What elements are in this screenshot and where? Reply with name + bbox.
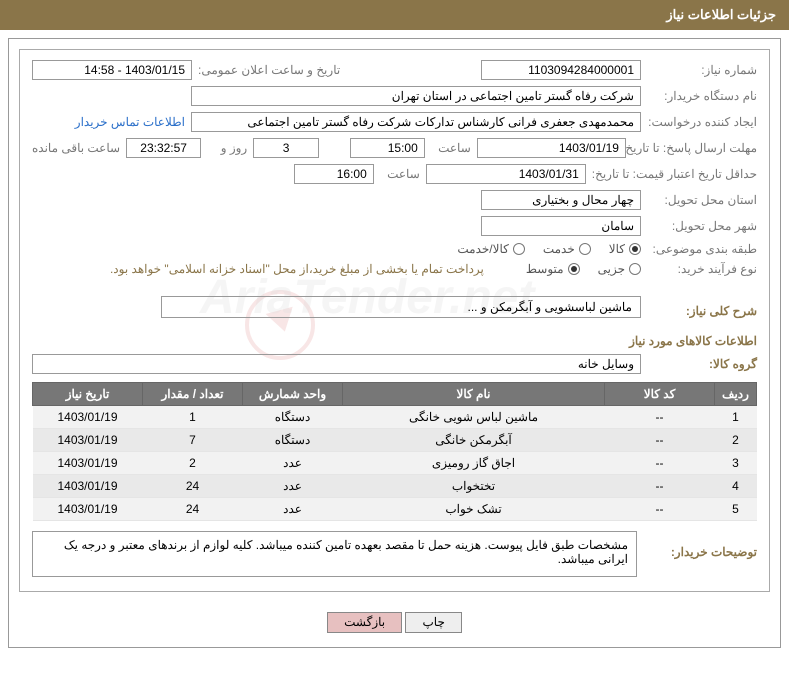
cell-name: آبگرمکن خانگی	[343, 429, 605, 452]
cell-name: تشک خواب	[343, 498, 605, 521]
cell-code: --	[605, 429, 715, 452]
cell-qty: 24	[143, 475, 243, 498]
label-requester: ایجاد کننده درخواست:	[647, 115, 757, 129]
field-days-left: 3	[253, 138, 319, 158]
label-reply-deadline: مهلت ارسال پاسخ: تا تاریخ:	[632, 141, 757, 155]
cell-unit: عدد	[243, 475, 343, 498]
back-button[interactable]: بازگشت	[327, 612, 402, 633]
radio-goods-service-label: کالا/خدمت	[457, 242, 508, 256]
cell-idx: 3	[715, 452, 757, 475]
radio-goods-label: کالا	[609, 242, 625, 256]
cell-unit: دستگاه	[243, 429, 343, 452]
cell-idx: 4	[715, 475, 757, 498]
cell-unit: دستگاه	[243, 406, 343, 429]
th-code: کد کالا	[605, 383, 715, 406]
table-row: 4--تختخوابعدد241403/01/19	[33, 475, 757, 498]
label-hour-2: ساعت	[380, 167, 420, 181]
field-requester: محمدمهدی جعفری فرانی کارشناس تدارکات شرک…	[191, 112, 641, 132]
radio-goods[interactable]	[629, 243, 641, 255]
cell-name: ماشین لباس شویی خانگی	[343, 406, 605, 429]
cell-name: اجاق گاز رومیزی	[343, 452, 605, 475]
cell-date: 1403/01/19	[33, 475, 143, 498]
radio-minor-label: جزیی	[598, 262, 625, 276]
field-buyer-org: شرکت رفاه گستر تامین اجتماعی در استان ته…	[191, 86, 641, 106]
cell-unit: عدد	[243, 498, 343, 521]
label-hour-1: ساعت	[431, 141, 471, 155]
field-announce-dt: 1403/01/15 - 14:58	[32, 60, 192, 80]
label-buyer-notes: توضیحات خریدار:	[647, 531, 757, 559]
goods-table: ردیف کد کالا نام کالا واحد شمارش تعداد /…	[32, 382, 757, 521]
label-goods-group: گروه کالا:	[647, 357, 757, 371]
radio-group-purchase: جزیی متوسط	[526, 262, 641, 276]
label-summary: شرح کلی نیاز:	[647, 304, 757, 318]
cell-code: --	[605, 475, 715, 498]
label-announce-dt: تاریخ و ساعت اعلان عمومی:	[198, 63, 340, 77]
field-price-date: 1403/01/31	[426, 164, 586, 184]
cell-idx: 2	[715, 429, 757, 452]
field-countdown: 23:32:57	[126, 138, 201, 158]
label-subject-cat: طبقه بندی موضوعی:	[647, 242, 757, 256]
field-reply-date: 1403/01/19	[477, 138, 626, 158]
th-unit: واحد شمارش	[243, 383, 343, 406]
label-days-and: روز و	[207, 141, 247, 155]
th-name: نام کالا	[343, 383, 605, 406]
field-buyer-notes: مشخصات طبق فایل پیوست. هزینه حمل تا مقصد…	[32, 531, 637, 577]
print-button[interactable]: چاپ	[405, 612, 461, 633]
label-buyer-org: نام دستگاه خریدار:	[647, 89, 757, 103]
cell-date: 1403/01/19	[33, 498, 143, 521]
cell-name: تختخواب	[343, 475, 605, 498]
radio-goods-service[interactable]	[513, 243, 525, 255]
label-price-validity: حداقل تاریخ اعتبار قیمت: تا تاریخ:	[592, 167, 757, 181]
outer-frame: شماره نیاز: 1103094284000001 تاریخ و ساع…	[8, 38, 781, 648]
field-reply-time: 15:00	[350, 138, 425, 158]
cell-unit: عدد	[243, 452, 343, 475]
field-province: چهار محال و بختیاری	[481, 190, 641, 210]
radio-medium-label: متوسط	[526, 262, 564, 276]
field-price-time: 16:00	[294, 164, 374, 184]
label-city: شهر محل تحویل:	[647, 219, 757, 233]
cell-date: 1403/01/19	[33, 452, 143, 475]
th-qty: تعداد / مقدار	[143, 383, 243, 406]
field-goods-group: وسایل خانه	[32, 354, 641, 374]
cell-qty: 1	[143, 406, 243, 429]
radio-group-subject: کالا خدمت کالا/خدمت	[457, 242, 641, 256]
button-bar: چاپ بازگشت	[9, 602, 780, 647]
table-row: 1--ماشین لباس شویی خانگیدستگاه11403/01/1…	[33, 406, 757, 429]
panel-header: جزئیات اطلاعات نیاز	[0, 0, 789, 30]
buyer-contact-link[interactable]: اطلاعات تماس خریدار	[75, 115, 185, 129]
label-need-no: شماره نیاز:	[647, 63, 757, 77]
cell-date: 1403/01/19	[33, 429, 143, 452]
cell-qty: 7	[143, 429, 243, 452]
label-purchase-type: نوع فرآیند خرید:	[647, 262, 757, 276]
cell-qty: 2	[143, 452, 243, 475]
payment-note: پرداخت تمام یا بخشی از مبلغ خرید،از محل …	[110, 262, 484, 276]
section-goods-info: اطلاعات کالاهای مورد نیاز	[32, 334, 757, 348]
cell-code: --	[605, 452, 715, 475]
cell-code: --	[605, 498, 715, 521]
table-row: 2--آبگرمکن خانگیدستگاه71403/01/19	[33, 429, 757, 452]
th-date: تاریخ نیاز	[33, 383, 143, 406]
cell-idx: 1	[715, 406, 757, 429]
field-summary: ماشین لباسشویی و آبگرمکن و ...	[161, 296, 641, 318]
cell-idx: 5	[715, 498, 757, 521]
field-need-no: 1103094284000001	[481, 60, 641, 80]
cell-qty: 24	[143, 498, 243, 521]
form-panel: شماره نیاز: 1103094284000001 تاریخ و ساع…	[19, 49, 770, 592]
table-row: 3--اجاق گاز رومیزیعدد21403/01/19	[33, 452, 757, 475]
label-time-left: ساعت باقی مانده	[32, 141, 120, 155]
field-city: سامان	[481, 216, 641, 236]
table-row: 5--تشک خوابعدد241403/01/19	[33, 498, 757, 521]
radio-service[interactable]	[579, 243, 591, 255]
cell-code: --	[605, 406, 715, 429]
cell-date: 1403/01/19	[33, 406, 143, 429]
radio-minor[interactable]	[629, 263, 641, 275]
radio-medium[interactable]	[568, 263, 580, 275]
radio-service-label: خدمت	[543, 242, 575, 256]
label-province: استان محل تحویل:	[647, 193, 757, 207]
th-index: ردیف	[715, 383, 757, 406]
